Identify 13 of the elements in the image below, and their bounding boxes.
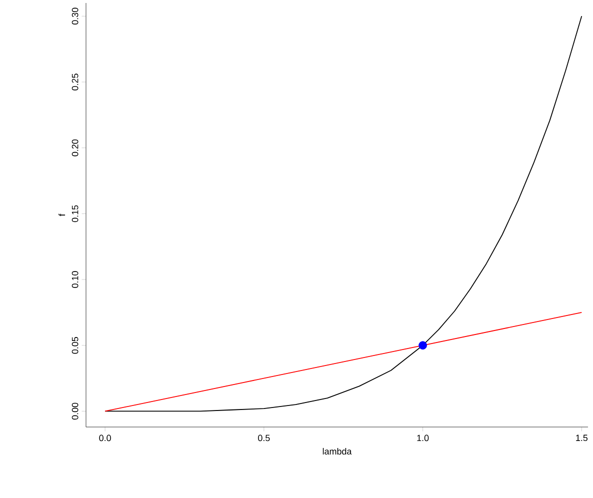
y-tick-label: 0.10 xyxy=(72,271,78,288)
y-tick-label: 0.20 xyxy=(72,139,78,156)
x-tick-label: 0.5 xyxy=(258,434,270,442)
y-tick-label: 0.15 xyxy=(72,205,78,222)
x-tick-label: 1.0 xyxy=(417,434,429,442)
x-axis-title: lambda xyxy=(322,448,352,455)
x-tick-label: 1.5 xyxy=(576,434,588,442)
y-tick-label: 0.00 xyxy=(72,402,78,420)
x-tick-label: 0.0 xyxy=(99,434,111,442)
y-axis-title: f xyxy=(58,214,66,216)
y-tick-label: 0.25 xyxy=(72,74,78,90)
y-tick-label: 0.05 xyxy=(72,337,78,354)
y-tick-label: 0.30 xyxy=(72,8,78,25)
